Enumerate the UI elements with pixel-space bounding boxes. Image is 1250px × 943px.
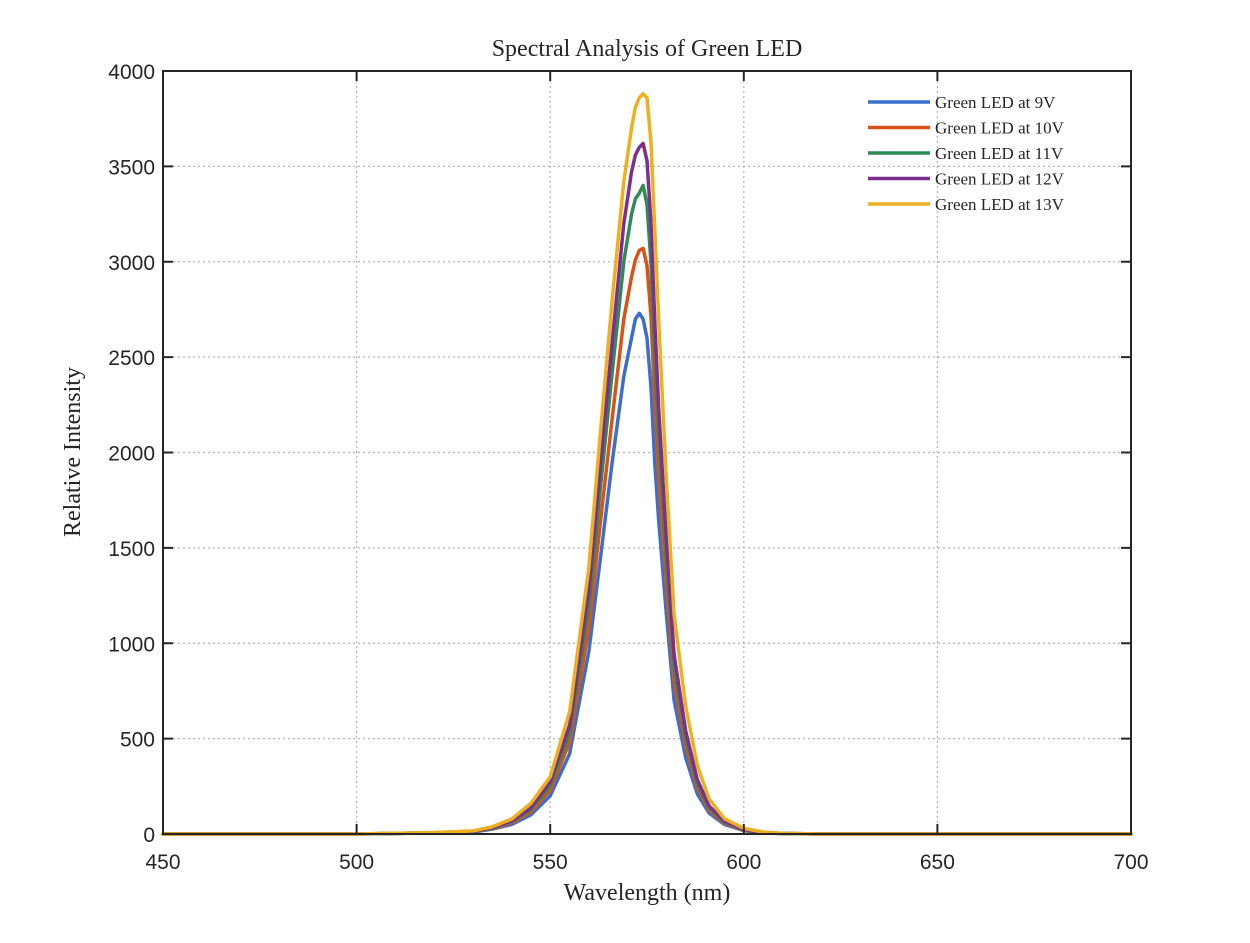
y-tick-label: 0 xyxy=(143,824,155,847)
chart-title: Spectral Analysis of Green LED xyxy=(492,36,803,62)
y-axis-label: Relative Intensity xyxy=(60,367,86,537)
x-tick-label: 500 xyxy=(339,851,374,874)
x-axis-label: Wavelength (nm) xyxy=(564,880,731,906)
tick-layer: 450 500 550 600 650 700 0 500 1000 1500 2000 2500 30… xyxy=(108,61,1148,874)
x-tick-label: 700 xyxy=(1113,851,1148,874)
y-tick-label: 4000 xyxy=(108,61,155,84)
x-tick-label: 600 xyxy=(726,851,761,874)
x-tick-label: 550 xyxy=(533,851,568,874)
series-layer xyxy=(161,92,1133,836)
y-tick-label: 1000 xyxy=(108,633,155,656)
legend-label-1: Green LED at 9V xyxy=(935,93,1056,112)
y-tick-label: 3500 xyxy=(108,156,155,179)
legend-label-2: Green LED at 10V xyxy=(935,119,1065,138)
series-line-5 xyxy=(161,92,1133,836)
x-tick-label: 450 xyxy=(145,851,180,874)
x-tick-label: 650 xyxy=(920,851,955,874)
legend-label-4: Green LED at 12V xyxy=(935,170,1065,189)
grid-layer xyxy=(163,71,1131,834)
y-tick-label: 500 xyxy=(120,729,155,752)
legend-label-3: Green LED at 11V xyxy=(935,144,1064,163)
y-tick-label: 1500 xyxy=(108,538,155,561)
y-tick-label: 3000 xyxy=(108,252,155,275)
legend-label-5: Green LED at 13V xyxy=(935,195,1065,214)
y-tick-label: 2000 xyxy=(108,443,155,466)
legend: Green LED at 9V Green LED at 10V Green LED… xyxy=(868,93,1065,214)
y-tick-label: 2500 xyxy=(108,347,155,370)
